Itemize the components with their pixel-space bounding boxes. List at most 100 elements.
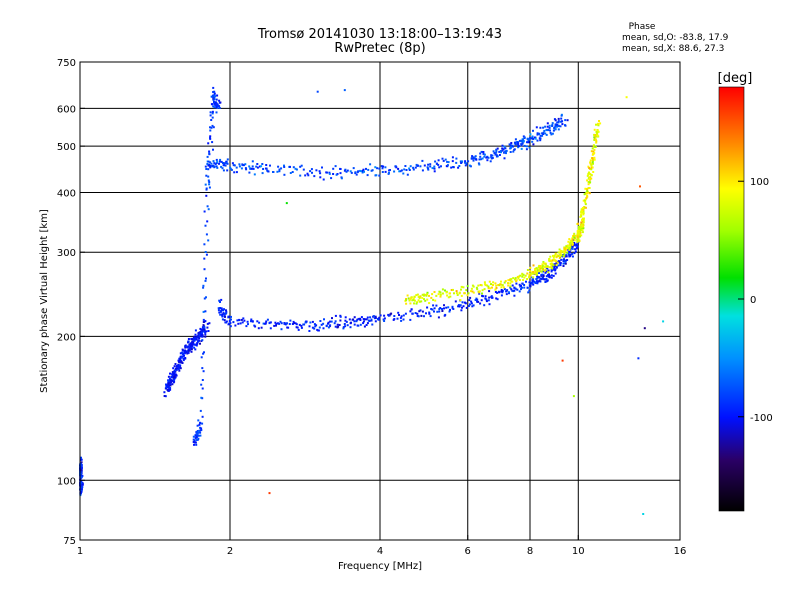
data-point <box>181 348 184 351</box>
data-point <box>213 98 216 101</box>
data-point <box>562 265 565 267</box>
data-point <box>490 154 493 157</box>
data-point <box>493 152 496 154</box>
data-point <box>345 170 348 173</box>
data-point <box>202 310 205 313</box>
data-point <box>361 169 364 172</box>
data-point <box>200 328 203 331</box>
data-point <box>406 173 409 176</box>
data-point <box>389 169 391 171</box>
data-point <box>223 308 225 311</box>
data-point <box>492 281 495 284</box>
data-point <box>459 304 462 307</box>
data-point <box>238 163 241 166</box>
data-point <box>213 100 215 103</box>
data-point <box>201 367 204 370</box>
data-point <box>576 240 579 243</box>
data-point <box>464 164 467 167</box>
data-point <box>592 158 595 161</box>
data-point <box>509 151 512 153</box>
data-point <box>474 299 477 301</box>
data-point <box>569 254 572 257</box>
data-point <box>81 486 84 489</box>
data-point <box>346 324 349 327</box>
data-point <box>80 458 83 461</box>
data-point <box>226 169 229 172</box>
data-point <box>444 313 447 316</box>
data-point <box>545 129 548 132</box>
data-point <box>586 179 589 182</box>
data-point <box>383 317 386 320</box>
data-point <box>426 291 429 294</box>
data-point <box>570 246 573 249</box>
data-point <box>300 164 303 167</box>
data-point <box>517 277 520 280</box>
data-point <box>251 320 254 323</box>
data-point <box>577 222 580 225</box>
data-point <box>219 158 222 161</box>
data-point <box>352 167 355 170</box>
data-point <box>218 299 221 302</box>
data-point <box>531 140 534 143</box>
data-point <box>177 367 180 370</box>
data-point <box>547 271 550 274</box>
data-point <box>349 326 352 329</box>
data-point <box>511 289 514 292</box>
data-point <box>467 160 470 163</box>
data-point <box>408 167 411 170</box>
data-point <box>478 292 481 295</box>
data-point <box>435 304 438 307</box>
data-point <box>355 173 358 176</box>
data-point <box>213 166 216 169</box>
data-point <box>588 177 591 180</box>
data-point <box>536 267 539 270</box>
data-point <box>563 259 566 262</box>
data-point <box>503 288 506 291</box>
data-point <box>542 275 545 278</box>
data-point <box>424 299 427 302</box>
data-point <box>578 225 580 228</box>
data-point <box>398 170 401 173</box>
data-point <box>339 172 342 175</box>
data-point <box>273 324 276 327</box>
data-point <box>194 337 197 340</box>
data-point <box>513 289 516 292</box>
colorbar-ticks: -100 0 100 <box>738 177 773 424</box>
data-point <box>587 165 590 168</box>
data-point <box>396 317 399 320</box>
data-point <box>541 134 544 137</box>
data-point <box>495 155 498 158</box>
data-point <box>501 149 504 152</box>
data-point <box>450 166 453 169</box>
data-point <box>434 160 437 163</box>
data-point <box>353 323 356 326</box>
data-point <box>181 352 184 355</box>
data-point <box>420 314 423 317</box>
data-point <box>209 129 212 132</box>
data-point <box>345 320 348 323</box>
data-point <box>332 167 335 170</box>
data-point <box>193 335 196 338</box>
data-point <box>556 261 559 264</box>
data-point <box>383 314 386 317</box>
data-point <box>366 174 369 177</box>
data-point <box>331 317 333 320</box>
data-point <box>311 326 314 329</box>
data-point <box>445 306 448 309</box>
data-point <box>168 377 171 380</box>
data-point <box>567 248 569 251</box>
data-point <box>402 172 405 175</box>
data-point <box>515 282 518 285</box>
data-point <box>550 276 553 279</box>
data-point <box>591 161 594 164</box>
data-point <box>197 340 199 343</box>
data-point <box>490 157 493 160</box>
data-point <box>538 272 540 274</box>
data-point <box>557 125 560 128</box>
data-point <box>405 299 408 302</box>
data-point <box>481 289 484 292</box>
data-point <box>219 310 222 313</box>
data-point <box>203 243 206 246</box>
data-point <box>552 274 555 277</box>
data-point <box>484 295 487 298</box>
